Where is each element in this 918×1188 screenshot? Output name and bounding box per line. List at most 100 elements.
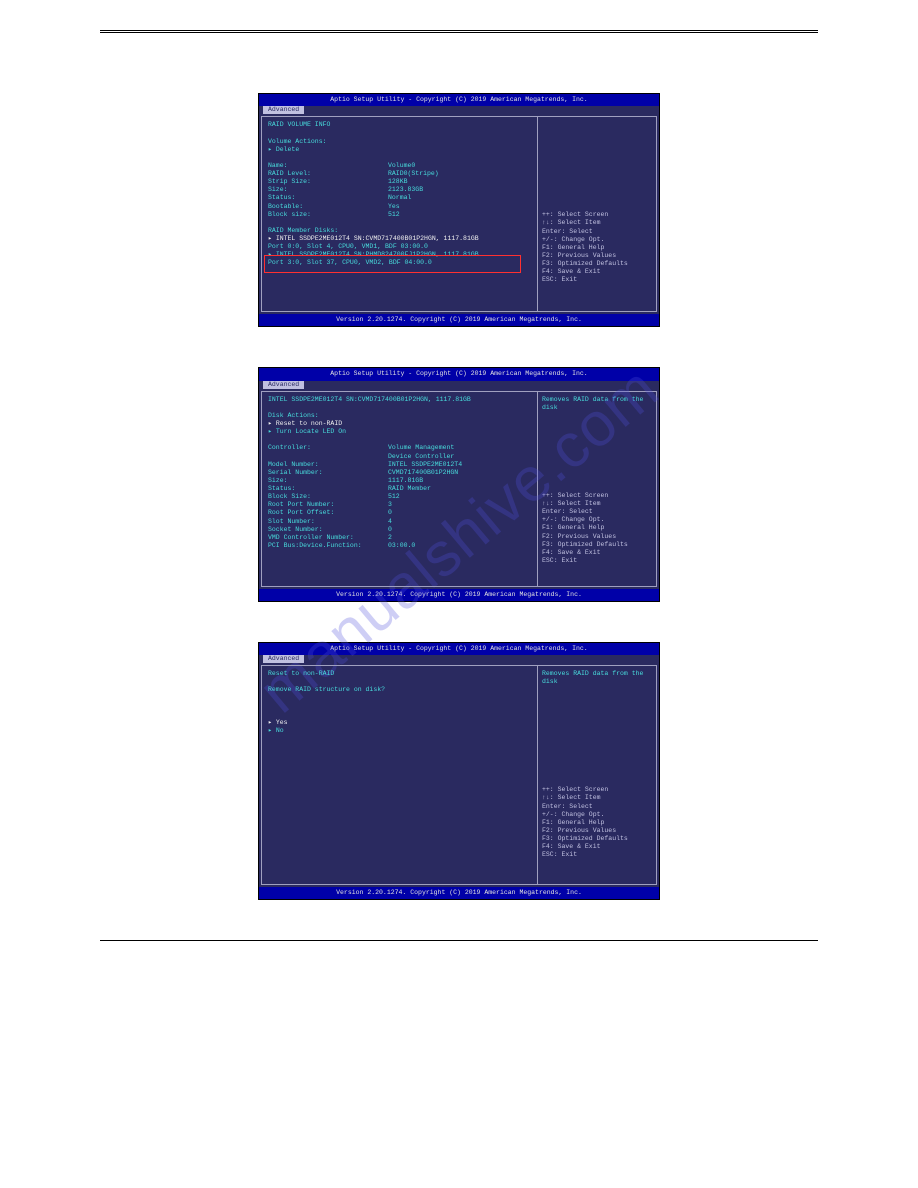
root-port-offset-key: Root Port Offset: xyxy=(268,509,388,517)
member-disk-1-sub: Port 0:0, Slot 4, CPU0, VMD1, BDF 03:00.… xyxy=(268,243,531,251)
reset-to-non-raid-heading: Reset to non-RAID xyxy=(268,670,531,678)
help-change-opt: +/-: Change Opt. xyxy=(542,236,652,244)
name-value: Volume0 xyxy=(388,162,531,170)
strip-size-key: Strip Size: xyxy=(268,178,388,186)
bios-tab-row: Advanced xyxy=(259,106,659,114)
help-change-opt: +/-: Change Opt. xyxy=(542,516,652,524)
bios-main-panel: INTEL SSDPE2ME012T4 SN:CVMD717400B01P2HG… xyxy=(261,391,537,587)
bios-footer-bar: Version 2.20.1274. Copyright (C) 2019 Am… xyxy=(259,314,659,326)
name-key: Name: xyxy=(268,162,388,170)
item-help-text: Removes RAID data from the disk xyxy=(542,396,652,412)
help-enter: Enter: Select xyxy=(542,803,652,811)
bios-footer-bar: Version 2.20.1274. Copyright (C) 2019 Am… xyxy=(259,887,659,899)
bios-help-panel: ++: Select Screen ↑↓: Select Item Enter:… xyxy=(537,116,657,312)
root-port-num-key: Root Port Number: xyxy=(268,501,388,509)
size-value: 2123.83GB xyxy=(388,186,531,194)
bios-main-panel: RAID VOLUME INFO Volume Actions: ▸ Delet… xyxy=(261,116,537,312)
help-select-screen: ++: Select Screen xyxy=(542,492,652,500)
help-esc: ESC: Exit xyxy=(542,276,652,284)
help-esc: ESC: Exit xyxy=(542,851,652,859)
bootable-value: Yes xyxy=(388,203,531,211)
option-yes[interactable]: ▸ Yes xyxy=(268,719,531,727)
page-top-rule xyxy=(100,30,818,33)
model-value: INTEL SSDPE2ME012T4 xyxy=(388,461,531,469)
page-bottom-rule xyxy=(100,940,818,941)
help-select-item: ↑↓: Select Item xyxy=(542,794,652,802)
strip-size-value: 128KB xyxy=(388,178,531,186)
socket-num-key: Socket Number: xyxy=(268,526,388,534)
size-key: Size: xyxy=(268,477,388,485)
help-f1: F1: General Help xyxy=(542,524,652,532)
serial-key: Serial Number: xyxy=(268,469,388,477)
reset-to-non-raid[interactable]: ▸ Reset to non-RAID xyxy=(268,420,531,428)
tab-advanced[interactable]: Advanced xyxy=(263,381,304,389)
member-disk-1[interactable]: ▸ INTEL SSDPE2ME012T4 SN:CVMD717400B01P2… xyxy=(268,235,531,243)
block-size-key: Block size: xyxy=(268,211,388,219)
status-key: Status: xyxy=(268,194,388,202)
turn-locate-led-on[interactable]: ▸ Turn Locate LED On xyxy=(268,428,531,436)
controller-value-2: Device Controller xyxy=(388,453,531,461)
status-value: Normal xyxy=(388,194,531,202)
help-enter: Enter: Select xyxy=(542,508,652,516)
help-f4: F4: Save & Exit xyxy=(542,268,652,276)
item-help-text: Removes RAID data from the disk xyxy=(542,670,652,686)
pci-bdf-key: PCI Bus:Device.Function: xyxy=(268,542,388,550)
vmd-ctrl-num-key: VMD Controller Number: xyxy=(268,534,388,542)
bios-tab-row: Advanced xyxy=(259,381,659,389)
member-disk-2[interactable]: ▸ INTEL SSDPE2ME012T4 SN:PHMD824700FJ1P2… xyxy=(268,251,531,259)
raid-level-key: RAID Level: xyxy=(268,170,388,178)
status-value: RAID Member xyxy=(388,485,531,493)
help-f2: F2: Previous Values xyxy=(542,252,652,260)
block-size-value: 512 xyxy=(388,493,531,501)
disk-actions-label: Disk Actions: xyxy=(268,412,531,420)
help-f4: F4: Save & Exit xyxy=(542,843,652,851)
pci-bdf-value: 03:00.0 xyxy=(388,542,531,550)
bios-title-bar: Aptio Setup Utility - Copyright (C) 2019… xyxy=(259,94,659,106)
raid-volume-info-heading: RAID VOLUME INFO xyxy=(268,121,531,129)
bios-tab-row: Advanced xyxy=(259,655,659,663)
option-no[interactable]: ▸ No xyxy=(268,727,531,735)
root-port-num-value: 3 xyxy=(388,501,531,509)
status-key: Status: xyxy=(268,485,388,493)
remove-raid-question: Remove RAID structure on disk? xyxy=(268,686,531,694)
root-port-offset-value: 0 xyxy=(388,509,531,517)
tab-advanced[interactable]: Advanced xyxy=(263,106,304,114)
bios-screenshot-1: Aptio Setup Utility - Copyright (C) 2019… xyxy=(258,93,660,327)
help-f1: F1: General Help xyxy=(542,819,652,827)
size-value: 1117.81GB xyxy=(388,477,531,485)
slot-num-key: Slot Number: xyxy=(268,518,388,526)
volume-actions-label: Volume Actions: xyxy=(268,138,531,146)
model-key: Model Number: xyxy=(268,461,388,469)
vmd-ctrl-num-value: 2 xyxy=(388,534,531,542)
bios-help-panel: Removes RAID data from the disk ++: Sele… xyxy=(537,665,657,885)
help-f3: F3: Optimized Defaults xyxy=(542,260,652,268)
bios-screenshot-3: Aptio Setup Utility - Copyright (C) 2019… xyxy=(258,642,660,900)
help-f4: F4: Save & Exit xyxy=(542,549,652,557)
help-esc: ESC: Exit xyxy=(542,557,652,565)
disk-heading: INTEL SSDPE2ME012T4 SN:CVMD717400B01P2HG… xyxy=(268,396,531,404)
member-disk-2-sub: Port 3:0, Slot 37, CPU0, VMD2, BDF 04:00… xyxy=(268,259,531,267)
block-size-value: 512 xyxy=(388,211,531,219)
delete-action[interactable]: ▸ Delete xyxy=(268,146,531,154)
serial-value: CVMD717400B01P2HGN xyxy=(388,469,531,477)
bios-footer-bar: Version 2.20.1274. Copyright (C) 2019 Am… xyxy=(259,589,659,601)
help-change-opt: +/-: Change Opt. xyxy=(542,811,652,819)
block-size-key: Block Size: xyxy=(268,493,388,501)
help-select-screen: ++: Select Screen xyxy=(542,211,652,219)
bios-title-bar: Aptio Setup Utility - Copyright (C) 2019… xyxy=(259,368,659,380)
bios-help-panel: Removes RAID data from the disk ++: Sele… xyxy=(537,391,657,587)
bios-screenshot-2: Aptio Setup Utility - Copyright (C) 2019… xyxy=(258,367,660,601)
help-f2: F2: Previous Values xyxy=(542,827,652,835)
document-page: manualshive.com Aptio Setup Utility - Co… xyxy=(0,0,918,981)
bootable-key: Bootable: xyxy=(268,203,388,211)
help-select-screen: ++: Select Screen xyxy=(542,786,652,794)
help-f2: F2: Previous Values xyxy=(542,533,652,541)
help-f3: F3: Optimized Defaults xyxy=(542,541,652,549)
raid-level-value: RAID0(Stripe) xyxy=(388,170,531,178)
help-f3: F3: Optimized Defaults xyxy=(542,835,652,843)
slot-num-value: 4 xyxy=(388,518,531,526)
controller-value-1: Volume Management xyxy=(388,444,531,452)
bios-main-panel: Reset to non-RAID Remove RAID structure … xyxy=(261,665,537,885)
tab-advanced[interactable]: Advanced xyxy=(263,655,304,663)
help-enter: Enter: Select xyxy=(542,228,652,236)
